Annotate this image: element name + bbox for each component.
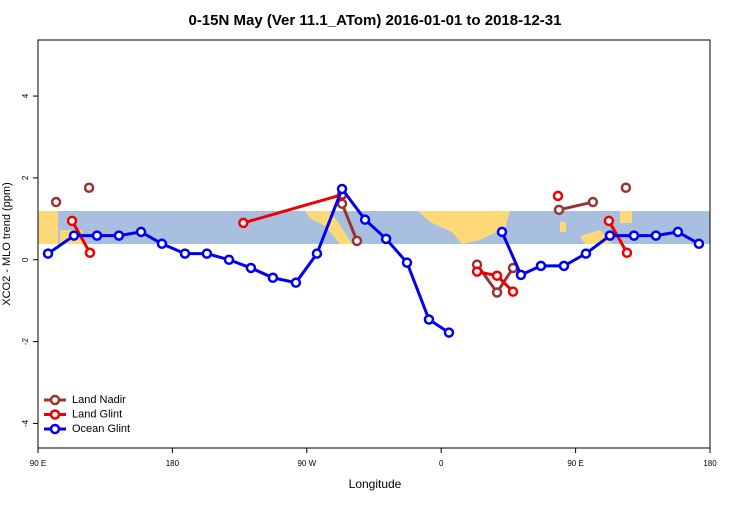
data-point: [620, 182, 632, 193]
data-point: [42, 248, 54, 259]
x-tick-label: 90 E: [30, 459, 46, 468]
x-tick-label: 90 E: [567, 459, 583, 468]
data-point: [245, 262, 257, 274]
data-point: [380, 233, 392, 245]
data-point: [113, 230, 125, 241]
series-line: [47, 185, 700, 334]
data-point: [553, 204, 565, 216]
data-point: [311, 248, 323, 259]
land: [620, 211, 632, 223]
data-point: [179, 248, 191, 259]
x-tick-label: 0: [439, 459, 444, 468]
data-point: [693, 238, 705, 250]
data-point: [156, 238, 168, 250]
land: [418, 211, 510, 244]
data-point: [135, 226, 147, 238]
y-tick-label: -4: [21, 419, 30, 427]
data-point: [650, 230, 662, 241]
data-point: [83, 182, 95, 193]
data-point: [91, 230, 103, 241]
data-point: [621, 247, 633, 259]
y-tick-label: 2: [21, 175, 30, 180]
data-point: [587, 196, 599, 208]
y-tick-label: -2: [21, 337, 30, 345]
data-point: [66, 215, 78, 227]
data-point: [223, 254, 235, 266]
data-point: [496, 226, 508, 238]
x-axis-label: Longitude: [349, 477, 402, 491]
data-point: [336, 183, 348, 195]
legend-marker: [49, 423, 61, 435]
data-point: [423, 314, 435, 325]
x-tick-label: 90 W: [297, 459, 316, 468]
land: [38, 211, 58, 244]
data-point: [401, 257, 413, 268]
data-point: [336, 198, 348, 209]
data-point: [603, 215, 615, 227]
data-point: [443, 327, 455, 338]
data-point: [604, 230, 616, 241]
plot-frame: [37, 39, 711, 449]
data-point: [359, 214, 371, 225]
legend-marker: [49, 409, 61, 420]
data-point: [552, 190, 564, 202]
data-point: [628, 230, 640, 241]
y-tick-label: 0: [21, 257, 30, 262]
data-point: [491, 270, 503, 281]
data-point: [535, 260, 547, 272]
data-point: [50, 196, 62, 208]
x-tick-label: 180: [166, 459, 180, 468]
data-point: [580, 248, 592, 259]
data-point: [491, 287, 503, 298]
legend-label: Land Nadir: [72, 394, 126, 406]
data-point: [558, 260, 570, 272]
chart-title: 0-15N May (Ver 11.1_ATom) 2016-01-01 to …: [189, 12, 562, 29]
x-tick-label: 180: [703, 459, 717, 468]
data-point: [267, 272, 279, 284]
data-point: [515, 269, 527, 281]
land: [560, 222, 566, 232]
data-point: [84, 247, 96, 259]
legend-label: Land Glint: [72, 408, 122, 420]
y-tick-label: 4: [21, 93, 30, 98]
data-point: [238, 217, 249, 229]
data-point: [507, 286, 519, 297]
data-point: [68, 230, 80, 241]
legend-marker: [49, 394, 61, 406]
data-point: [290, 277, 302, 288]
data-point: [672, 226, 684, 238]
data-point: [201, 248, 213, 259]
data-point: [351, 235, 363, 247]
data-point: [471, 266, 483, 277]
y-axis-label: XCO2 - MLO trend (ppm): [1, 182, 13, 305]
legend-label: Ocean Glint: [72, 423, 130, 435]
